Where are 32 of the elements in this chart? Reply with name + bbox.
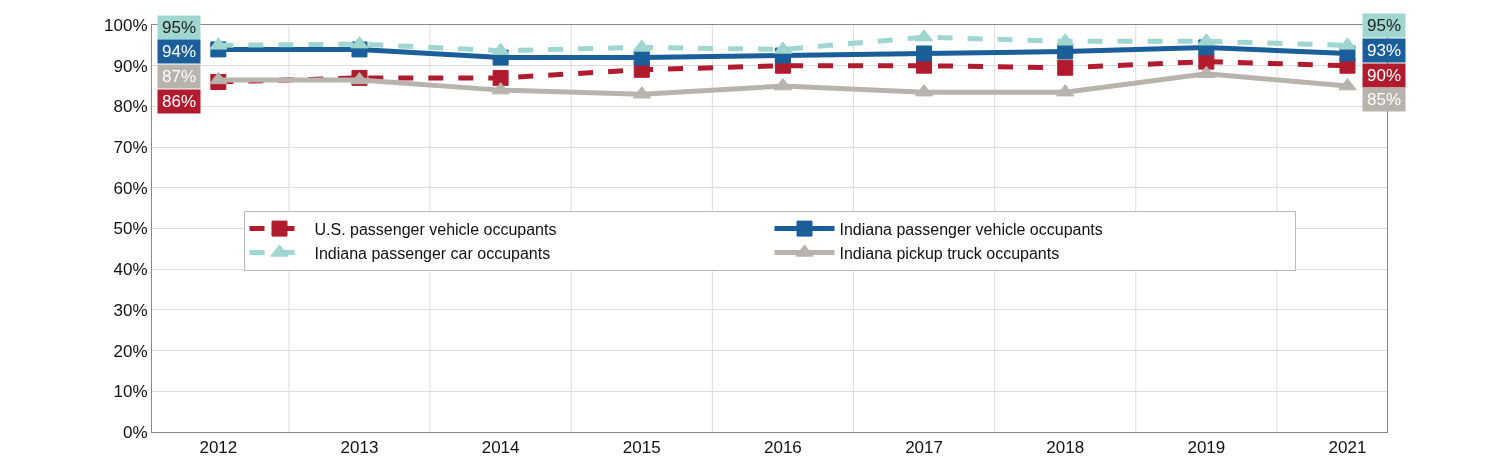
x-tick-label: 2014 [481, 438, 520, 458]
data-label: 95% [161, 18, 197, 37]
x-tick-label: 2018 [1046, 438, 1085, 458]
y-tick-label: 40% [113, 260, 148, 280]
y-tick-label: 60% [113, 178, 148, 198]
x-tick-label: 2016 [764, 438, 802, 458]
x-tick-label: 2012 [199, 438, 238, 458]
y-tick-label: 70% [113, 138, 148, 158]
x-tick-label: 2015 [622, 438, 661, 458]
x-tick-label: 2021 [1328, 438, 1367, 458]
data-label: 90% [1366, 66, 1402, 85]
data-label: 93% [1366, 41, 1402, 60]
legend-label: Indiana passenger vehicle occupants [839, 220, 1103, 238]
data-label: 87% [161, 67, 197, 86]
legend-label: Indiana passenger car occupants [314, 244, 551, 262]
data-label: 86% [161, 92, 197, 111]
data-label: 85% [1366, 90, 1402, 109]
legend-label: U.S. passenger vehicle occupants [314, 220, 557, 238]
data-label: 95% [1366, 16, 1402, 35]
x-tick-label: 2017 [905, 438, 943, 458]
x-tick-label: 2013 [340, 438, 379, 458]
y-tick-label: 10% [113, 382, 148, 402]
y-tick-label: 0% [123, 422, 148, 442]
y-tick-label: 100% [104, 15, 148, 35]
y-tick-label: 20% [113, 341, 148, 361]
y-tick-label: 50% [113, 219, 148, 239]
data-label: 94% [161, 42, 197, 61]
y-tick-label: 90% [113, 56, 148, 76]
y-tick-label: 30% [113, 300, 148, 320]
x-tick-label: 2019 [1187, 438, 1226, 458]
y-tick-label: 80% [113, 97, 148, 117]
legend-label: Indiana pickup truck occupants [839, 244, 1060, 262]
